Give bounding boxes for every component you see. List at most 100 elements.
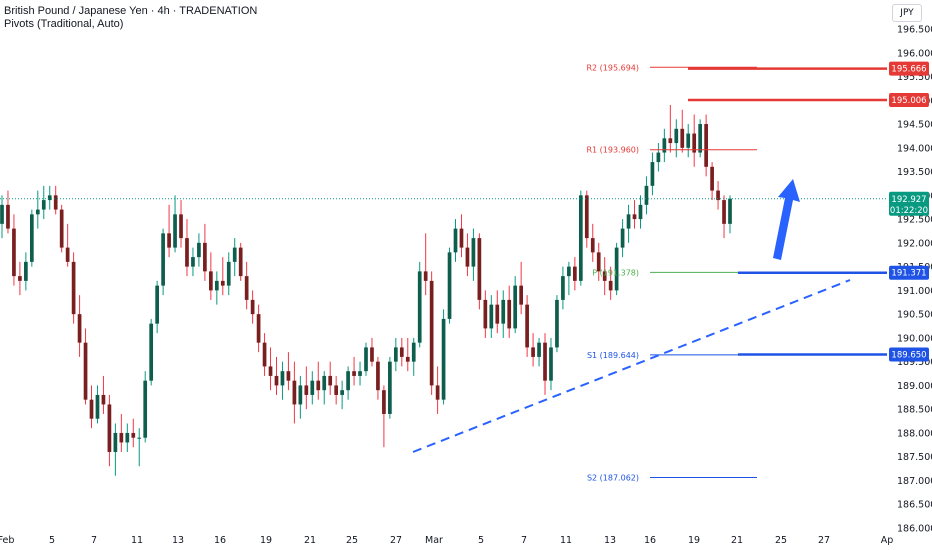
candle-body [578, 195, 583, 281]
candle-body [6, 204, 10, 229]
candle-body [322, 375, 327, 391]
candle [83, 328, 88, 405]
candle [549, 337, 553, 391]
price-tick-label: 195.500 [897, 72, 932, 83]
time-tick-label: 13 [604, 535, 616, 546]
ascending-trendline[interactable] [412, 279, 851, 453]
candle-body [650, 162, 655, 186]
candle-body [203, 242, 207, 272]
candle-body [298, 385, 303, 405]
candle-body [656, 152, 661, 163]
candle-body [388, 361, 392, 414]
candle [143, 371, 148, 443]
candle [608, 266, 613, 300]
candle [531, 333, 535, 367]
candle-body [716, 190, 720, 201]
candle-body [507, 299, 512, 329]
candle [256, 304, 261, 353]
candle-body [555, 299, 559, 348]
time-tick-label: 5 [478, 535, 484, 546]
level-badge [889, 265, 929, 280]
candle-body [352, 371, 356, 376]
candle [447, 247, 452, 324]
candle [465, 233, 470, 277]
candle [137, 428, 142, 467]
candle [716, 181, 720, 210]
candle-body [584, 195, 589, 239]
time-tick-label: 21 [731, 535, 743, 546]
drawings [412, 179, 851, 453]
currency-selector[interactable]: JPY [892, 4, 922, 22]
price-tick-label: 189.500 [897, 357, 932, 368]
time-tick-label: 27 [818, 535, 830, 546]
candle [131, 418, 136, 448]
candle [393, 337, 398, 372]
indicator-legend[interactable]: Pivots (Traditional, Auto) [4, 18, 124, 30]
candle-body [41, 200, 46, 210]
candle-body [155, 285, 159, 324]
candle [388, 356, 392, 419]
time-tick-label: 5 [49, 535, 55, 546]
time-tick-label: Feb [0, 535, 14, 546]
candle-body [280, 371, 285, 386]
candle-body [358, 371, 362, 376]
candle [274, 356, 279, 395]
level-badge-label: 191.371 [891, 269, 926, 279]
candle-body [399, 347, 404, 357]
candle [185, 219, 189, 277]
candle-body [423, 271, 428, 281]
candle-body [501, 299, 506, 324]
candle-body [191, 257, 195, 267]
candle [89, 385, 94, 429]
candle-body [477, 238, 482, 300]
time-tick-label: Ap [881, 535, 894, 546]
candle-body [131, 432, 136, 438]
candle-body [417, 271, 422, 343]
candle [507, 285, 512, 338]
candle-body [471, 238, 476, 267]
level-badge [889, 61, 929, 76]
candle [644, 176, 649, 215]
candle-body [161, 233, 165, 286]
candle [399, 337, 404, 367]
pivot-label: R1 (193.960) [586, 146, 639, 155]
time-tick-label: 7 [521, 535, 527, 546]
candle-body [698, 124, 703, 153]
candle [167, 204, 171, 258]
candle [453, 219, 458, 262]
candle-body [489, 304, 494, 329]
candle [191, 247, 195, 277]
candle-body [364, 347, 368, 372]
price-tick-label: 186.000 [897, 524, 932, 535]
candle [728, 195, 732, 234]
candle [268, 347, 273, 391]
candle-body [304, 385, 309, 395]
candle [304, 366, 309, 410]
candle [35, 190, 40, 229]
candle [286, 352, 291, 391]
candle [95, 385, 100, 424]
candle [334, 375, 339, 405]
candle-body [220, 280, 225, 286]
candle-body [638, 204, 643, 220]
candle-body [125, 432, 130, 443]
candle [477, 233, 482, 310]
candle-body [65, 247, 70, 262]
candle [483, 290, 488, 338]
candle [107, 394, 112, 467]
time-tick-label: 25 [775, 535, 787, 546]
price-tick-label: 186.500 [897, 500, 932, 511]
candle [244, 261, 249, 310]
candle-body [274, 375, 279, 386]
candle-body [602, 271, 607, 281]
candle [364, 342, 368, 376]
candle-body [459, 228, 464, 248]
candle-body [232, 247, 237, 262]
last-price-label: 192.927 [891, 195, 926, 205]
candle-body [310, 380, 315, 395]
bullish-projection-arrow[interactable] [773, 179, 800, 260]
candle [555, 295, 559, 353]
candle [292, 361, 297, 424]
